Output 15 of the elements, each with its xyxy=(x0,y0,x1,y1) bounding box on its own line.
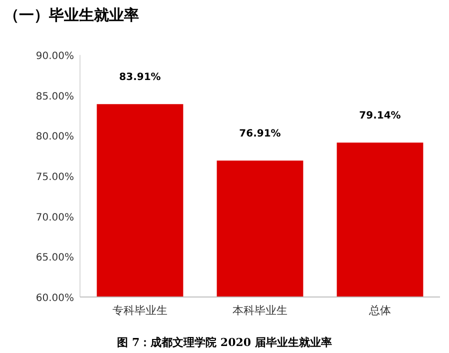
y-tick-label: 75.00% xyxy=(36,172,74,183)
x-tick-label: 专科毕业生 xyxy=(112,304,168,317)
x-tick-label: 本科毕业生 xyxy=(232,304,288,317)
data-label: 79.14% xyxy=(359,110,401,122)
data-label: 76.91% xyxy=(239,128,281,140)
y-tick-label: 65.00% xyxy=(36,252,74,264)
y-tick-label: 80.00% xyxy=(36,132,74,143)
x-tick-label: 总体 xyxy=(368,304,391,317)
data-label: 83.91% xyxy=(119,72,161,84)
y-tick-label: 70.00% xyxy=(36,212,74,224)
y-tick-label: 90.00% xyxy=(36,51,74,62)
chart-title: （一）毕业生就业率 xyxy=(4,6,139,24)
y-tick-label: 60.00% xyxy=(36,293,74,304)
caption: 图 7：成都文理学院 2020 届毕业生就业率 xyxy=(117,336,332,349)
y-tick-label: 85.00% xyxy=(36,91,74,102)
